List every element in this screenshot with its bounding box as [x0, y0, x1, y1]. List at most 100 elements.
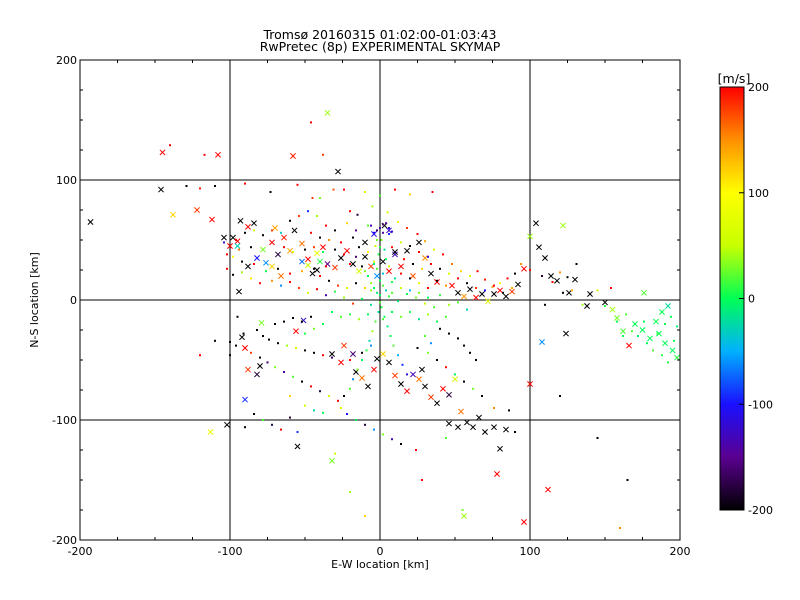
- cross-stroke: [329, 351, 335, 357]
- dot-marker: [415, 296, 417, 299]
- dot-marker: [499, 282, 501, 285]
- dot-marker: [289, 219, 291, 222]
- dot-marker: [382, 272, 384, 275]
- dot-marker: [379, 194, 381, 197]
- cross-marker: [324, 109, 331, 116]
- cross-marker: [291, 227, 298, 234]
- cross-marker: [371, 366, 377, 373]
- cross-stroke: [422, 255, 428, 261]
- cross-marker: [209, 216, 215, 223]
- cross-marker: [314, 267, 320, 273]
- dot-marker: [374, 245, 377, 247]
- dot-marker: [319, 236, 321, 239]
- dot-marker: [319, 390, 321, 393]
- cross-stroke: [294, 443, 301, 450]
- cross-marker: [254, 371, 260, 378]
- dot-marker: [427, 313, 429, 316]
- dot-marker: [301, 320, 303, 323]
- cross-marker: [341, 342, 347, 349]
- dot-marker: [661, 354, 663, 357]
- dot-marker: [445, 366, 447, 369]
- cross-stroke: [659, 309, 665, 315]
- cross-stroke: [368, 263, 374, 270]
- cross-stroke: [665, 303, 671, 309]
- cross-marker: [452, 376, 458, 383]
- dot-marker: [349, 359, 351, 361]
- cross-marker: [482, 429, 488, 435]
- cross-marker: [398, 263, 404, 270]
- dot-marker: [253, 413, 255, 415]
- dot-marker: [466, 282, 468, 285]
- x-tick-labels: -200 -100 0 100 200: [68, 545, 691, 558]
- cross-marker: [491, 424, 497, 431]
- cross-marker: [392, 249, 398, 255]
- cross-marker: [305, 256, 311, 263]
- cross-stroke: [299, 240, 305, 247]
- cross-stroke: [515, 281, 521, 288]
- dot-marker: [406, 293, 408, 295]
- cross-marker: [236, 288, 242, 295]
- cross-stroke: [242, 396, 248, 403]
- dot-marker: [296, 183, 299, 186]
- cross-marker: [428, 270, 434, 277]
- cross-marker: [338, 255, 344, 261]
- dot-marker: [391, 291, 393, 294]
- cross-marker: [539, 339, 545, 345]
- cross-marker: [491, 291, 497, 297]
- dot-marker: [292, 251, 294, 253]
- dot-marker: [566, 276, 569, 279]
- dot-marker: [355, 229, 357, 232]
- dot-marker: [343, 395, 345, 397]
- dot-marker: [322, 153, 324, 156]
- cross-stroke: [509, 288, 515, 295]
- dot-marker: [343, 296, 345, 299]
- dot-marker: [631, 330, 633, 333]
- cross-marker: [515, 281, 521, 288]
- cross-marker: [563, 330, 569, 337]
- dot-marker: [379, 246, 381, 249]
- cross-marker: [602, 299, 608, 306]
- cross-stroke: [290, 153, 296, 159]
- cross-marker: [87, 219, 94, 225]
- cross-marker: [404, 247, 410, 254]
- dot-marker: [436, 359, 438, 361]
- data-points: [87, 109, 680, 529]
- dot-marker: [238, 248, 240, 251]
- dot-marker: [367, 251, 369, 253]
- dot-marker: [386, 325, 389, 328]
- cross-marker: [446, 391, 452, 398]
- dot-marker: [427, 296, 429, 299]
- dot-marker: [416, 233, 419, 235]
- dot-marker: [637, 335, 639, 337]
- cross-marker: [509, 288, 515, 295]
- cross-stroke: [251, 220, 257, 227]
- cross-marker: [294, 443, 301, 450]
- cross-stroke: [324, 109, 331, 116]
- cross-stroke: [371, 366, 377, 373]
- cross-marker: [455, 424, 461, 431]
- cross-stroke: [434, 279, 440, 285]
- dot-marker: [377, 311, 380, 313]
- cross-marker: [521, 519, 527, 525]
- cross-stroke: [485, 298, 491, 305]
- dot-marker: [199, 187, 201, 190]
- dot-marker: [334, 248, 336, 251]
- cross-stroke: [455, 424, 461, 431]
- dot-marker: [271, 423, 273, 426]
- dot-marker: [301, 270, 303, 273]
- dot-marker: [232, 273, 234, 276]
- dot-marker: [367, 313, 369, 316]
- dot-marker: [445, 437, 447, 439]
- cross-stroke: [452, 376, 458, 383]
- cross-stroke: [473, 294, 479, 301]
- cross-stroke: [392, 251, 398, 258]
- cross-marker: [656, 330, 662, 337]
- cross-stroke: [230, 234, 236, 241]
- dot-marker: [331, 311, 333, 313]
- colorbar-tick-label: -200: [748, 504, 773, 517]
- dot-marker: [332, 188, 335, 191]
- cross-stroke: [299, 258, 305, 265]
- dot-marker: [364, 423, 366, 426]
- cross-stroke: [254, 255, 260, 261]
